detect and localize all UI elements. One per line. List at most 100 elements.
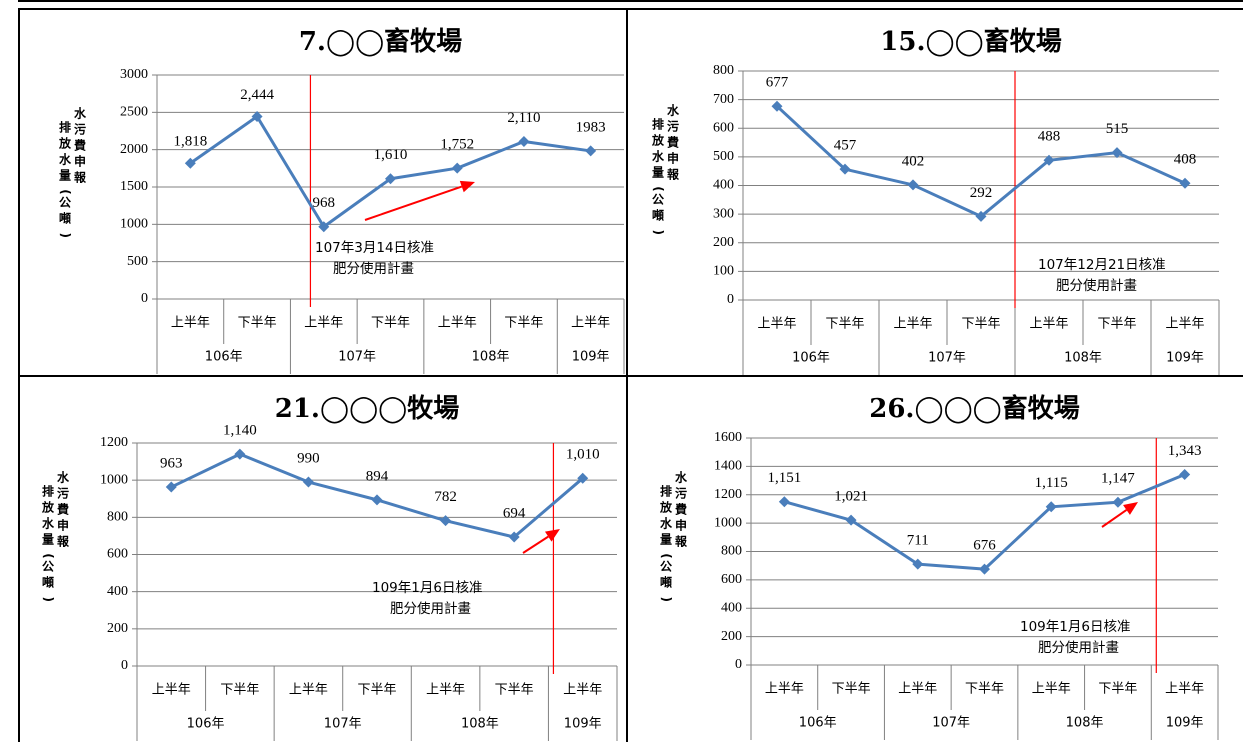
- table-border-divider: [18, 375, 1243, 377]
- category-label: 上半年: [426, 683, 465, 698]
- y-tick-label: 1200: [714, 487, 742, 502]
- svg-text:報: 報: [675, 534, 688, 549]
- svg-text:排: 排: [652, 117, 664, 132]
- data-label: 990: [297, 450, 320, 466]
- y-tick-label: 400: [713, 178, 734, 193]
- svg-text:申: 申: [57, 518, 69, 533]
- svg-text:排: 排: [660, 484, 672, 499]
- category-label: 上半年: [893, 317, 932, 332]
- category-label: 下半年: [832, 682, 871, 697]
- svg-text:公: 公: [42, 560, 54, 574]
- data-point: [1179, 468, 1191, 480]
- data-point: [184, 157, 196, 169]
- annotation-line-2: 肥分使用計畫: [333, 260, 414, 277]
- data-point: [778, 496, 790, 508]
- y-tick-label: 200: [721, 629, 742, 644]
- svg-text:水: 水: [74, 106, 87, 121]
- trend-arrow-head: [459, 180, 475, 193]
- y-tick-label: 0: [735, 657, 742, 672]
- category-label: 上半年: [438, 316, 477, 331]
- svg-text:報: 報: [57, 534, 70, 549]
- group-label: 107年: [338, 350, 376, 365]
- group-label: 106年: [205, 350, 243, 365]
- y-tick-label: 600: [721, 572, 742, 587]
- svg-text:申: 申: [74, 154, 86, 169]
- y-tick-label: 500: [713, 149, 734, 164]
- svg-text:): ): [660, 596, 674, 601]
- data-point: [318, 221, 330, 233]
- y-tick-label: 800: [713, 63, 734, 78]
- category-label: 下半年: [961, 317, 1000, 332]
- svg-text:): ): [42, 596, 56, 601]
- data-point: [251, 111, 263, 123]
- svg-text:水: 水: [57, 470, 70, 485]
- group-label: 109年: [564, 717, 602, 732]
- data-point: [1179, 177, 1191, 189]
- y-tick-label: 400: [107, 584, 128, 599]
- category-label: 上半年: [304, 316, 343, 331]
- svg-text:噸: 噸: [660, 575, 672, 590]
- svg-text:排: 排: [59, 120, 71, 135]
- data-point: [165, 481, 177, 493]
- group-label: 107年: [324, 717, 362, 732]
- svg-text:放: 放: [41, 500, 55, 515]
- category-label: 上半年: [289, 683, 328, 698]
- group-label: 109年: [1166, 716, 1204, 731]
- data-point: [979, 563, 990, 575]
- svg-text:水: 水: [652, 149, 665, 164]
- data-label: 1,147: [1101, 471, 1135, 487]
- y-tick-label: 1200: [100, 435, 128, 450]
- trend-arrow-shaft: [1101, 509, 1128, 528]
- svg-text:費: 費: [667, 135, 679, 150]
- svg-text:(: (: [652, 186, 666, 191]
- category-label: 下半年: [220, 683, 259, 698]
- data-point: [508, 531, 520, 543]
- svg-text:(: (: [42, 553, 56, 558]
- annotation-line-2: 肥分使用計畫: [1038, 639, 1119, 656]
- data-label: 2,444: [240, 87, 274, 103]
- y-tick-label: 400: [721, 600, 742, 615]
- group-label: 107年: [932, 716, 970, 731]
- group-label: 109年: [572, 350, 610, 365]
- group-label: 108年: [472, 350, 510, 365]
- svg-text:量: 量: [660, 533, 672, 547]
- svg-text:量: 量: [59, 169, 71, 183]
- trend-arrow-head: [1123, 502, 1138, 515]
- data-point: [234, 448, 246, 460]
- svg-text:): ): [652, 229, 666, 234]
- data-point: [839, 163, 851, 175]
- category-label: 下半年: [238, 316, 277, 331]
- group-label: 109年: [1166, 351, 1204, 366]
- y-tick-label: 300: [713, 206, 734, 221]
- y-tick-label: 1600: [714, 430, 742, 445]
- svg-text:噸: 噸: [42, 575, 54, 590]
- category-label: 下半年: [1098, 682, 1137, 697]
- data-point: [1043, 154, 1055, 166]
- y-tick-label: 700: [713, 92, 734, 107]
- category-label: 上半年: [1032, 682, 1071, 697]
- trend-arrow-shaft: [364, 185, 463, 221]
- svg-text:費: 費: [57, 502, 69, 517]
- chart-panel-7: 7.◯◯畜牧場排放水量 (公噸) 水污費申報 0 500 1000 1500 2000 2500…: [20, 10, 626, 375]
- data-label: 2,110: [507, 110, 540, 126]
- data-point: [1045, 501, 1057, 513]
- data-label: 1,010: [566, 447, 600, 463]
- y-tick-label: 0: [121, 658, 128, 673]
- y-tick-label: 500: [127, 254, 148, 269]
- category-label: 下半年: [965, 682, 1004, 697]
- svg-text:公: 公: [652, 193, 664, 207]
- svg-text:公: 公: [59, 196, 71, 210]
- y-tick-label: 200: [713, 235, 734, 250]
- svg-text:報: 報: [667, 167, 680, 182]
- category-label: 上半年: [898, 682, 937, 697]
- data-label: 515: [1106, 121, 1129, 137]
- svg-text:費: 費: [675, 502, 687, 517]
- y-tick-label: 800: [721, 544, 742, 559]
- data-point: [771, 100, 783, 112]
